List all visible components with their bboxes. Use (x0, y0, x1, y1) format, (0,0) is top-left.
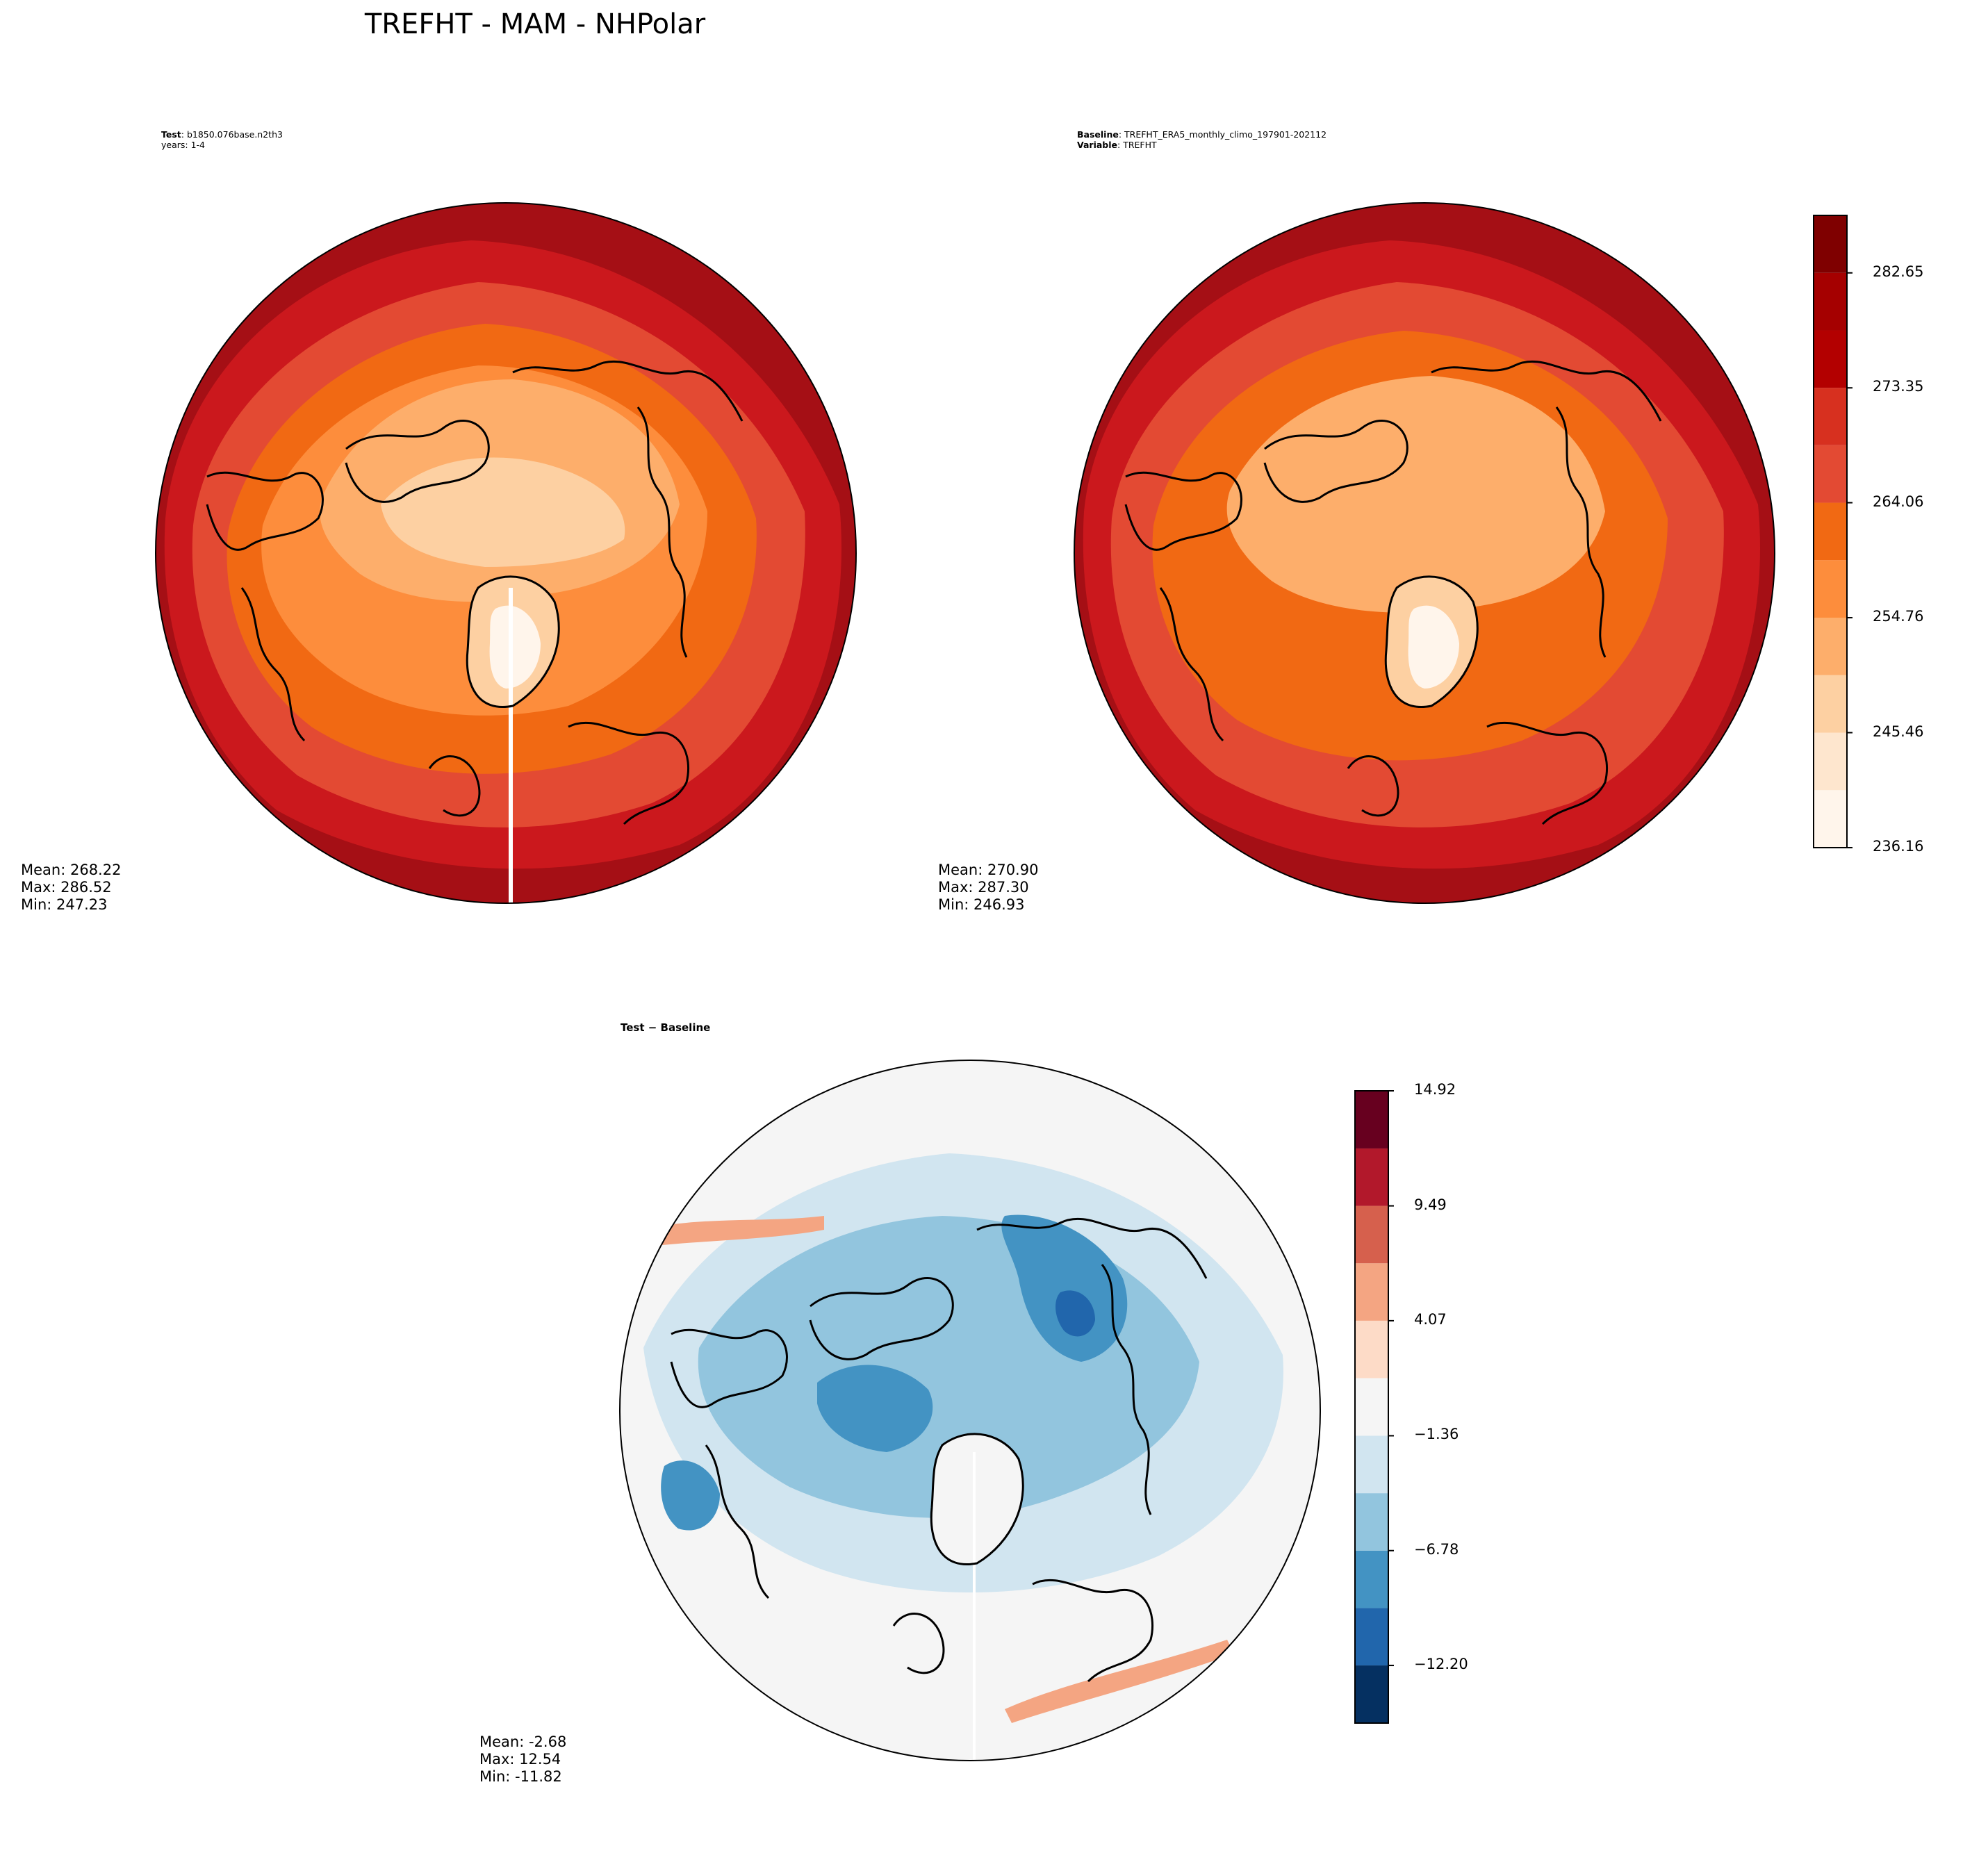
difference-map-warm-strip-south (1005, 1640, 1234, 1723)
test-header: Test: b1850.076base.n2th3 years: 1-4 (161, 129, 283, 150)
test-map-seam (509, 588, 513, 903)
colorbar-swatch (1355, 1320, 1388, 1378)
colorbar-swatch (1814, 388, 1847, 445)
baseline-header: Baseline: TREFHT_ERA5_monthly_climo_1979… (1077, 129, 1326, 150)
test-stat-max: Max: 286.52 (21, 879, 112, 896)
colorbar-swatch (1355, 1608, 1388, 1666)
test-stat-mean: Mean: 268.22 (21, 862, 122, 878)
test-map-greenland-core (489, 605, 541, 689)
difference-stat-mean: Mean: -2.68 (479, 1733, 567, 1750)
colorbar-swatch (1814, 560, 1847, 618)
test-stat-min: Min: 247.23 (21, 896, 108, 913)
main-cb-tick-label: 254.76 (1873, 608, 1924, 625)
main-cb-tick-label: 245.46 (1873, 723, 1924, 740)
colorbar-swatch (1355, 1205, 1388, 1264)
diff-cb-tick-label: −12.20 (1414, 1656, 1468, 1673)
diff-colorbar-ticks (1388, 1090, 1394, 1667)
baseline-header-line-2: Variable: TREFHT (1077, 140, 1326, 150)
baseline-stat-min: Min: 246.93 (938, 896, 1025, 913)
baseline-map (1074, 202, 1775, 904)
difference-stat-min: Min: -11.82 (479, 1768, 562, 1785)
test-stats: Mean: 268.22 Max: 286.52 Min: 247.23 (21, 862, 121, 914)
colorbar-swatch (1814, 732, 1847, 791)
baseline-map-coastlines (1124, 360, 1662, 825)
variable-header-label: Variable (1077, 140, 1118, 150)
difference-map-seam (973, 1452, 976, 1761)
baseline-stat-max: Max: 287.30 (938, 879, 1029, 896)
main-cb-tick-label: 264.06 (1873, 493, 1924, 510)
colorbar-swatch (1355, 1550, 1388, 1608)
colorbar-swatch (1814, 675, 1847, 733)
colorbar-swatch (1814, 445, 1847, 503)
diff-colorbar-swatches (1355, 1091, 1388, 1723)
difference-map-greenland (931, 1433, 1024, 1565)
baseline-header-line-1: Baseline: TREFHT_ERA5_monthly_climo_1979… (1077, 129, 1326, 140)
main-cb-tick-label: 273.35 (1873, 378, 1924, 395)
test-map-coastlines (206, 360, 744, 825)
test-map (155, 202, 857, 904)
baseline-stats: Mean: 270.90 Max: 287.30 Min: 246.93 (938, 862, 1038, 914)
main-colorbar (1813, 215, 1853, 848)
colorbar-swatch (1355, 1665, 1388, 1723)
colorbar-swatch (1814, 330, 1847, 388)
diff-cb-tick-label: 4.07 (1414, 1310, 1447, 1328)
colorbar-swatch (1355, 1378, 1388, 1436)
test-map-border (155, 202, 857, 904)
baseline-map-arctic-ocean (1226, 376, 1605, 613)
difference-map-border (619, 1060, 1321, 1761)
difference-map-siberia-blue (1001, 1214, 1128, 1362)
colorbar-swatch (1814, 618, 1847, 675)
diff-cb-tick-label: 14.92 (1414, 1081, 1456, 1098)
main-colorbar-swatches (1814, 215, 1847, 848)
variable-name: : TREFHT (1117, 140, 1157, 150)
difference-map-alaska-blue (661, 1460, 720, 1531)
difference-title: Test − Baseline (621, 1021, 711, 1034)
colorbar-swatch (1355, 1493, 1388, 1551)
colorbar-swatch (1814, 215, 1847, 273)
baseline-stat-mean: Mean: 270.90 (938, 862, 1039, 878)
main-cb-tick-label: 282.65 (1873, 263, 1924, 280)
test-years: years: 1-4 (161, 140, 206, 150)
diff-cb-tick-label: −1.36 (1414, 1426, 1459, 1443)
main-cb-tick-label: 236.16 (1873, 838, 1924, 855)
figure-title: TREFHT - MAM - NHPolar (364, 8, 706, 40)
colorbar-swatch (1814, 272, 1847, 331)
colorbar-swatch (1814, 502, 1847, 561)
difference-map-coastlines (670, 1217, 1208, 1683)
colorbar-swatch (1355, 1148, 1388, 1206)
test-header-line-2: years: 1-4 (161, 140, 283, 150)
colorbar-swatch (1814, 790, 1847, 848)
test-header-line-1: Test: b1850.076base.n2th3 (161, 129, 283, 140)
main-colorbar-ticks (1847, 272, 1853, 848)
difference-map-canada-blue (817, 1365, 933, 1452)
test-case-name: : b1850.076base.n2th3 (181, 129, 283, 140)
diff-cb-tick-label: 9.49 (1414, 1196, 1447, 1213)
colorbar-swatch (1355, 1435, 1388, 1494)
baseline-map-greenland-core (1408, 605, 1459, 689)
colorbar-swatch (1355, 1091, 1388, 1148)
baseline-map-border (1074, 202, 1775, 904)
diff-colorbar (1354, 1090, 1394, 1724)
test-header-label: Test (161, 129, 181, 140)
main-colorbar-frame (1813, 215, 1848, 848)
difference-stat-max: Max: 12.54 (479, 1751, 561, 1768)
baseline-header-label: Baseline (1077, 129, 1119, 140)
diff-colorbar-frame (1354, 1090, 1389, 1724)
difference-map-dark-blue-core (1055, 1290, 1095, 1337)
difference-map (619, 1060, 1321, 1761)
baseline-dataset-name: : TREFHT_ERA5_monthly_climo_197901-20211… (1118, 129, 1327, 140)
colorbar-swatch (1355, 1263, 1388, 1321)
difference-map-warm-strip (643, 1216, 824, 1247)
diff-cb-tick-label: −6.78 (1414, 1540, 1459, 1558)
difference-stats: Mean: -2.68 Max: 12.54 Min: -11.82 (479, 1733, 566, 1786)
test-map-arctic-core (381, 457, 625, 567)
